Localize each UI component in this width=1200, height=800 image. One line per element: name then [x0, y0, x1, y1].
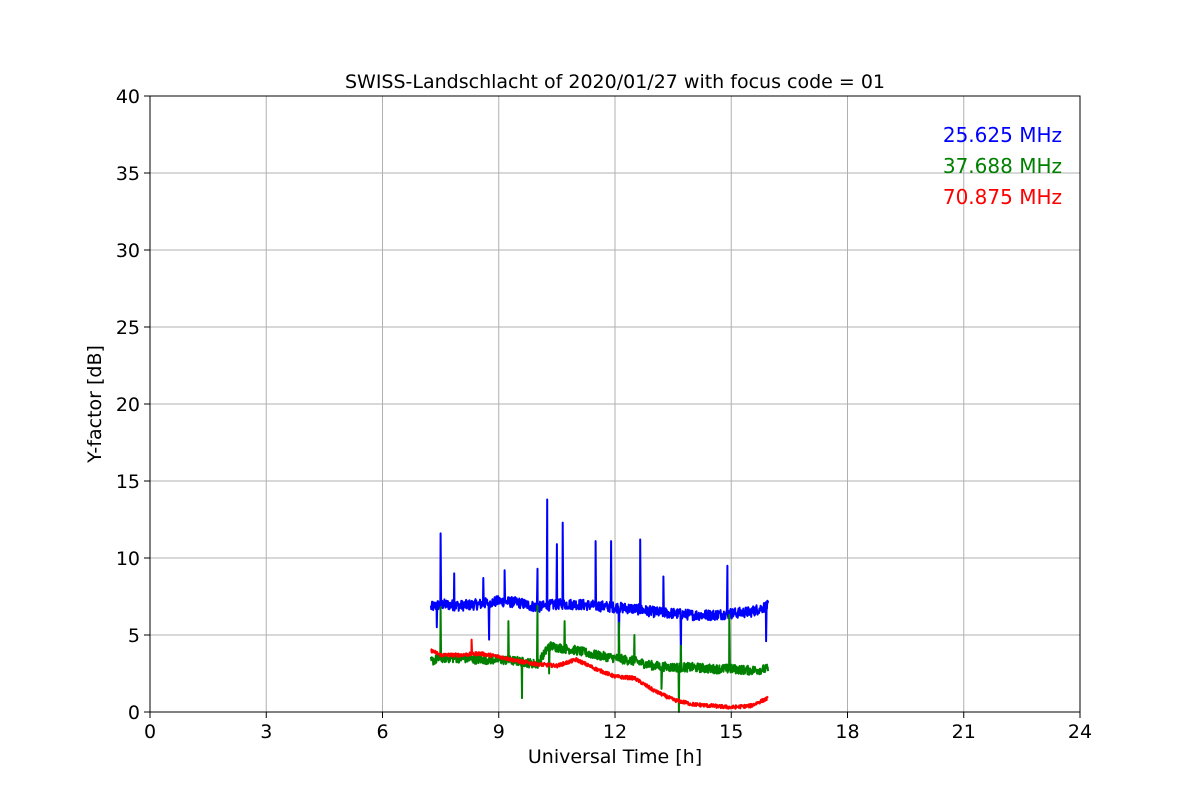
y-tick-label: 5: [128, 625, 140, 647]
x-tick-label: 15: [719, 721, 743, 743]
x-tick-label: 6: [376, 721, 388, 743]
y-tick-label: 0: [128, 702, 140, 724]
y-tick-label: 30: [116, 240, 140, 262]
legend-entry-1: 37.688 MHz: [943, 154, 1062, 178]
y-tick-label: 10: [116, 548, 140, 570]
y-tick-label: 15: [116, 471, 140, 493]
y-axis-label: Y-factor [dB]: [84, 345, 106, 464]
x-axis-label: Universal Time [h]: [528, 746, 702, 768]
y-tick-label: 25: [116, 317, 140, 339]
x-axis-ticks: 0 3 6 9 12 15 18 21 24: [144, 712, 1092, 743]
legend-entry-0: 25.625 MHz: [943, 123, 1062, 147]
y-tick-label: 20: [116, 394, 140, 416]
x-tick-label: 24: [1068, 721, 1092, 743]
legend-entry-2: 70.875 MHz: [943, 185, 1062, 209]
series-group: [429, 498, 770, 713]
x-tick-label: 21: [952, 721, 976, 743]
x-tick-label: 9: [493, 721, 505, 743]
x-tick-label: 0: [144, 721, 156, 743]
chart-title: SWISS-Landschlacht of 2020/01/27 with fo…: [345, 71, 885, 93]
series-line-1: [429, 604, 770, 713]
x-tick-label: 18: [835, 721, 859, 743]
legend: 25.625 MHz 37.688 MHz 70.875 MHz: [943, 123, 1062, 209]
x-tick-label: 12: [603, 721, 627, 743]
y-axis-ticks: 0 5 10 15 20 25 30 35 40: [116, 86, 150, 724]
x-tick-label: 3: [260, 721, 272, 743]
series-line-2: [430, 638, 769, 710]
y-tick-label: 40: [116, 86, 140, 108]
y-tick-label: 35: [116, 163, 140, 185]
series-line-0: [429, 498, 770, 658]
